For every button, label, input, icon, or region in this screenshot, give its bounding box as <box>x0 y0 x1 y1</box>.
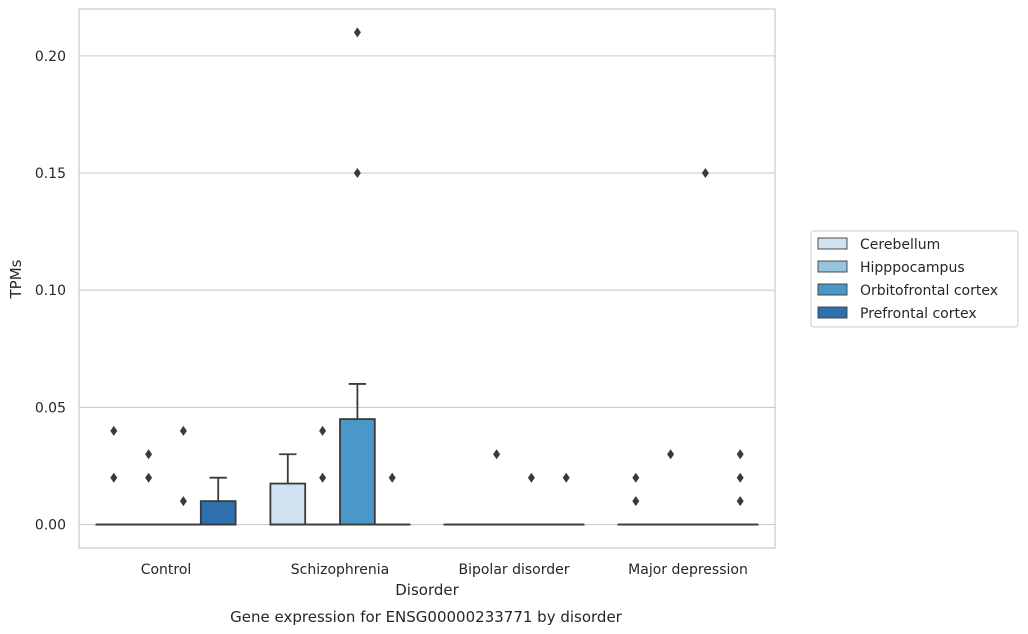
outlier-point <box>388 472 396 483</box>
legend-label: Cerebellum <box>860 237 940 253</box>
legend: Cerebellum Hipppocampus Orbitofrontal cort… <box>810 230 1019 328</box>
x-tick-label: Major depression <box>628 562 748 578</box>
legend-label: Orbitofrontal cortex <box>860 283 998 299</box>
box-prefrontal-cortex <box>199 476 237 526</box>
outlier-point <box>319 425 327 436</box>
outlier-point <box>667 449 675 460</box>
outlier-point <box>701 168 709 179</box>
y-tick-label: 0.00 <box>35 518 66 534</box>
legend-frame <box>810 230 1019 328</box>
y-tick-label: 0.05 <box>35 400 66 416</box>
y-axis-ticks: 0.00 0.05 0.10 0.15 0.20 <box>35 49 66 534</box>
outlier-point <box>179 425 187 436</box>
box-groups <box>95 27 759 526</box>
outlier-point <box>736 472 744 483</box>
legend-swatch <box>817 237 848 250</box>
y-tick-label: 0.10 <box>35 283 66 299</box>
x-axis-ticks: Control Schizophrenia Bipolar disorder Majo… <box>141 562 748 578</box>
x-tick-label: Control <box>141 562 192 578</box>
outlier-point <box>110 425 118 436</box>
box-prefrontal-cortex <box>721 449 759 526</box>
outlier-point <box>145 449 153 460</box>
legend-label: Prefrontal cortex <box>860 306 977 322</box>
plot-area <box>78 8 776 549</box>
box-body <box>339 418 376 526</box>
box-prefrontal-cortex <box>373 472 411 526</box>
outlier-point <box>353 27 361 38</box>
x-tick-label: Schizophrenia <box>291 562 389 578</box>
outlier-point <box>110 472 118 483</box>
x-tick-label: Bipolar disorder <box>458 562 569 578</box>
outlier-point <box>527 472 535 483</box>
outlier-point <box>493 449 501 460</box>
box-body <box>269 482 307 526</box>
box-orbitofrontal-cortex <box>165 425 202 526</box>
legend-swatch <box>817 260 848 273</box>
y-tick-label: 0.15 <box>35 166 66 182</box>
outlier-point <box>736 496 744 507</box>
outlier-point <box>632 496 640 507</box>
box-prefrontal-cortex <box>547 472 585 526</box>
outlier-point <box>353 168 361 179</box>
x-axis-label: Disorder <box>395 581 459 599</box>
box-body <box>199 500 237 526</box>
outlier-point <box>179 496 187 507</box>
outlier-point <box>632 472 640 483</box>
chart-title: Gene expression for ENSG00000233771 by d… <box>230 608 623 626</box>
y-tick-label: 0.20 <box>35 49 66 65</box>
outlier-point <box>145 472 153 483</box>
outlier-point <box>736 449 744 460</box>
legend-swatch <box>817 283 848 296</box>
box-orbitofrontal-cortex <box>339 27 376 526</box>
outlier-point <box>562 472 570 483</box>
legend-label: Hipppocampus <box>860 260 965 276</box>
box-cerebellum <box>269 453 307 526</box>
y-axis-label: TPMs <box>7 259 25 299</box>
outlier-point <box>319 472 327 483</box>
legend-swatch <box>817 306 848 319</box>
